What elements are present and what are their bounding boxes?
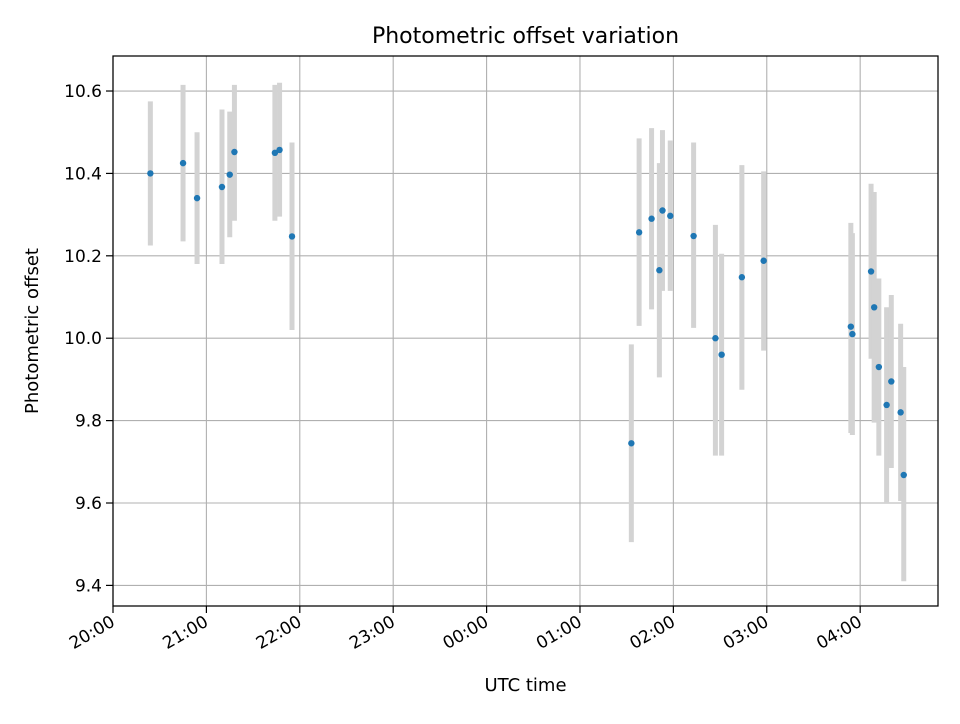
- data-point: [897, 409, 904, 416]
- y-tick-label: 10.6: [64, 82, 102, 102]
- data-point: [849, 330, 856, 338]
- data-point: [147, 170, 154, 177]
- data-point: [271, 149, 279, 157]
- data-point: [760, 257, 767, 264]
- data-point: [218, 183, 226, 191]
- data-point: [712, 335, 719, 342]
- y-tick-label: 9.6: [75, 494, 102, 514]
- data-point: [226, 171, 233, 178]
- data-point: [648, 215, 655, 222]
- data-point: [193, 194, 201, 202]
- data-point: [875, 363, 883, 371]
- x-axis-label: UTC time: [484, 675, 566, 696]
- data-point: [847, 323, 855, 330]
- data-point: [883, 401, 890, 409]
- data-point: [628, 440, 635, 447]
- data-point: [870, 304, 878, 311]
- data-point: [690, 232, 697, 240]
- data-point: [288, 233, 296, 240]
- y-tick-label: 10.4: [64, 164, 102, 184]
- data-point: [179, 159, 187, 167]
- data-point: [888, 378, 895, 385]
- plot-frame: [112, 55, 939, 607]
- data-point: [276, 146, 283, 154]
- data-point: [656, 267, 663, 274]
- marker-layer: [147, 146, 907, 479]
- data-point: [635, 229, 643, 236]
- y-tick-label: 9.4: [75, 576, 102, 596]
- data-point: [900, 471, 907, 479]
- data-point: [738, 274, 746, 281]
- grid-layer: [112, 56, 938, 606]
- data-point: [231, 148, 238, 156]
- y-tick-label: 10.0: [64, 329, 102, 349]
- y-tick-label: 10.2: [64, 247, 102, 267]
- data-point: [659, 207, 666, 214]
- y-tick-label: 9.8: [75, 412, 102, 432]
- data-point: [867, 268, 875, 275]
- data-point: [667, 212, 674, 220]
- chart-title: Photometric offset variation: [372, 24, 679, 49]
- y-axis-label: Photometric offset: [22, 248, 43, 414]
- data-point: [718, 351, 725, 358]
